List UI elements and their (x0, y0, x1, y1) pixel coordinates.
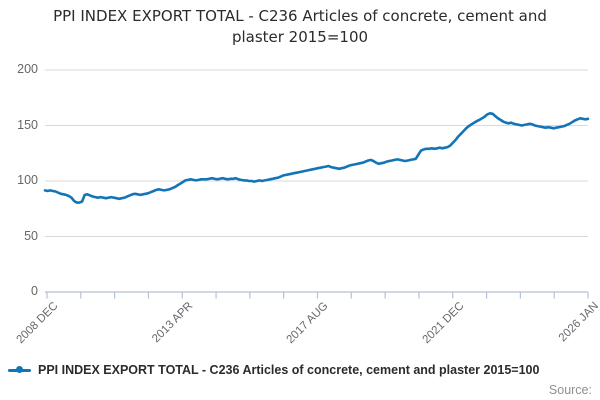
y-axis-tick-label: 0 (31, 284, 38, 298)
data-series-line[interactable] (43, 112, 590, 204)
y-axis-tick-label: 50 (24, 228, 38, 243)
chart-title: PPI INDEX EXPORT TOTAL - C236 Articles o… (53, 7, 547, 46)
y-axis-tick-label: 150 (17, 117, 38, 132)
y-axis-tick-label: 200 (17, 62, 38, 76)
legend-dot-marker-icon (16, 366, 23, 373)
legend-series-label: PPI INDEX EXPORT TOTAL - C236 Articles o… (38, 363, 540, 377)
source-label: Source: (548, 383, 592, 397)
legend-item[interactable]: PPI INDEX EXPORT TOTAL - C236 Articles o… (8, 362, 600, 380)
y-axis-tick-label: 100 (17, 173, 38, 187)
